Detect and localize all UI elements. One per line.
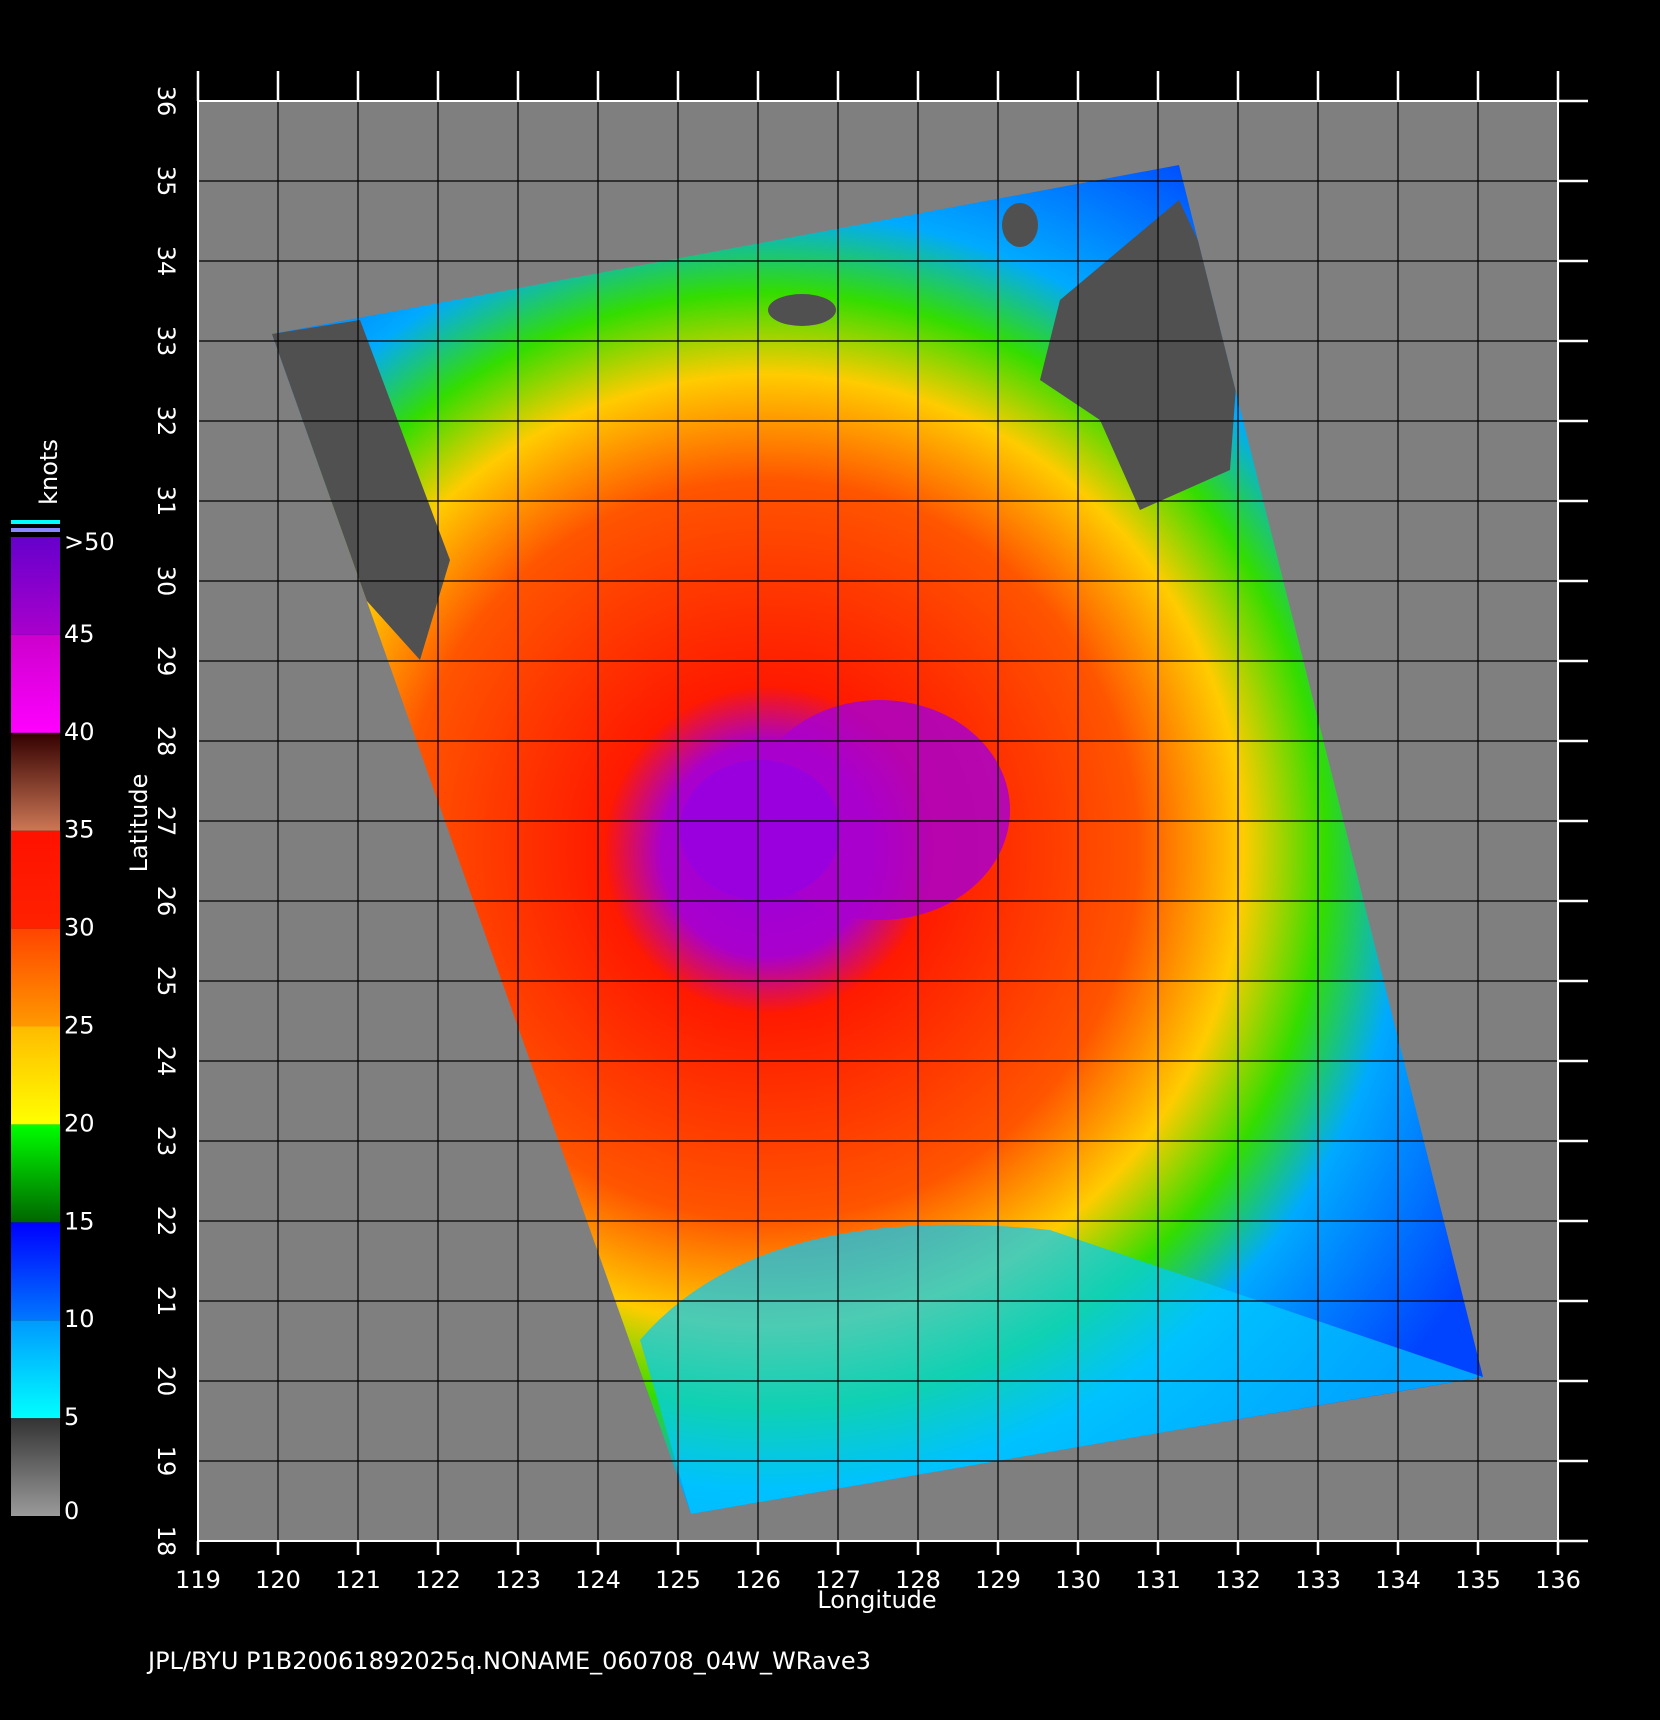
- axes: [196, 71, 1588, 1555]
- y-tick-label: 36: [152, 86, 180, 117]
- y-tick-label: 26: [152, 886, 180, 917]
- colorbar-segment: [11, 1418, 60, 1516]
- x-tick-label: 123: [495, 1566, 541, 1594]
- footer: JPL/BYU P1B20061892025q.NONAME_060708_04…: [146, 1647, 871, 1675]
- colorbar-tick-label: 15: [64, 1207, 95, 1235]
- land: [1040, 200, 1240, 510]
- land: [1002, 203, 1038, 247]
- y-tick-label: 21: [152, 1286, 180, 1317]
- y-tick-label: 28: [152, 726, 180, 757]
- colorbar-tick-label: 25: [64, 1012, 95, 1040]
- colorbar-tick-label: 0: [64, 1497, 79, 1525]
- x-tick-label: 133: [1295, 1566, 1341, 1594]
- colorbar-stripe: [11, 528, 60, 532]
- y-tick-label: 31: [152, 486, 180, 517]
- x-tick-label: 120: [255, 1566, 301, 1594]
- colorbar-tick-label: >50: [64, 528, 115, 556]
- y-tick-label: 20: [152, 1366, 180, 1397]
- y-tick-label: 23: [152, 1126, 180, 1157]
- colorbar-label: knots: [35, 439, 63, 505]
- colorbar-tick-label: 20: [64, 1109, 95, 1137]
- colorbar-segment: [11, 1222, 60, 1321]
- colorbar-segment: [11, 928, 60, 1027]
- y-tick-label: 32: [152, 406, 180, 437]
- x-tick-label: 132: [1215, 1566, 1261, 1594]
- colorbar-tick-label: 30: [64, 914, 95, 942]
- colorbar-segment: [11, 1320, 60, 1419]
- y-tick-label: 24: [152, 1046, 180, 1077]
- y-tick-label: 27: [152, 806, 180, 837]
- y-tick-label: 22: [152, 1206, 180, 1237]
- colorbar-segment: [11, 732, 60, 831]
- x-tick-label: 128: [895, 1566, 941, 1594]
- x-tick-label: 129: [975, 1566, 1021, 1594]
- plot-border: [197, 100, 1559, 1542]
- colorbar-segment: [11, 1026, 60, 1125]
- y-tick-label: 33: [152, 326, 180, 357]
- x-tick-label: 127: [815, 1566, 861, 1594]
- x-tick-label: 136: [1535, 1566, 1581, 1594]
- x-axis-title: Longitude: [817, 1586, 936, 1614]
- y-tick-label: 18: [152, 1526, 180, 1557]
- x-tick-label: 121: [335, 1566, 381, 1594]
- land: [272, 320, 450, 660]
- colorbar-segment: [11, 634, 60, 733]
- x-tick-label: 134: [1375, 1566, 1421, 1594]
- x-tick-label: 131: [1135, 1566, 1181, 1594]
- colorbar-tick-label: 45: [64, 620, 95, 648]
- x-tick-label: 125: [655, 1566, 701, 1594]
- x-tick-label: 119: [175, 1566, 221, 1594]
- y-axis-title: Latitude: [125, 774, 153, 873]
- y-tick-label: 25: [152, 966, 180, 997]
- x-tick-label: 126: [735, 1566, 781, 1594]
- land: [768, 294, 836, 326]
- x-tick-label: 122: [415, 1566, 461, 1594]
- y-tick-label: 30: [152, 566, 180, 597]
- y-tick-label: 19: [152, 1446, 180, 1477]
- colorbar-tick-label: 5: [64, 1403, 79, 1431]
- y-tick-label: 35: [152, 166, 180, 197]
- calm-region: [640, 1224, 1483, 1514]
- colorbar-segment: [11, 1124, 60, 1223]
- y-tick-label: 34: [152, 246, 180, 277]
- x-tick-label: 124: [575, 1566, 621, 1594]
- y-tick-label: 29: [152, 646, 180, 677]
- colorbar-stripe: [11, 520, 60, 524]
- colorbar-tick-label: 40: [64, 718, 95, 746]
- swath: [272, 165, 1483, 1514]
- x-tick-label: 135: [1455, 1566, 1501, 1594]
- colorbar-segment: [11, 830, 60, 929]
- colorbar-tick-label: 35: [64, 816, 95, 844]
- x-tick-label: 130: [1055, 1566, 1101, 1594]
- colorbar-segment: [11, 537, 60, 635]
- storm-eye: [680, 760, 840, 900]
- colorbar-tick-label: 10: [64, 1305, 95, 1333]
